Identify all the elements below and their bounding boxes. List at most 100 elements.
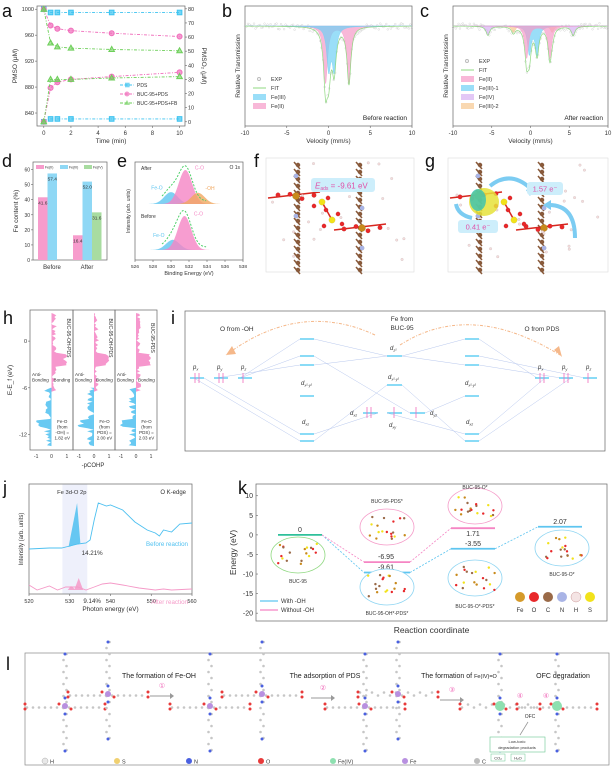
carbon-atom [105, 646, 108, 650]
arrow-head [226, 346, 236, 355]
legend-swatch [36, 165, 44, 169]
carbon-atom [500, 688, 503, 692]
carbon-atom [349, 706, 353, 709]
carbon-atom [62, 658, 65, 662]
sulfur-atom [328, 216, 336, 224]
exp-point [269, 23, 272, 26]
structure-label: BUC-95 [289, 579, 307, 585]
hydrogen-atom [547, 210, 551, 214]
exp-point [516, 32, 519, 35]
exp-point [493, 28, 496, 31]
bar-data-label: 52.0 [83, 185, 93, 191]
hydrogen-atom [312, 237, 316, 241]
exp-point [358, 31, 361, 34]
fe4-center [552, 701, 562, 711]
antibonding-label: Anti- [75, 372, 85, 377]
oxygen-atom [341, 226, 347, 232]
exp-point [465, 26, 469, 30]
structure-atom [564, 544, 567, 548]
nitrogen-atom [260, 640, 264, 644]
peak-label: -OH [205, 186, 215, 192]
hydrogen-atom [386, 226, 390, 230]
structure-atom [385, 589, 389, 592]
center-title-1: Fe from [391, 316, 413, 323]
before-percent: 14.21% [82, 550, 103, 557]
structure-atom [474, 570, 477, 574]
carbon-atom [259, 718, 262, 722]
carbon-atom [517, 706, 521, 709]
oxygen-atom [69, 707, 73, 711]
carbon-atom [365, 724, 368, 728]
structure-atom [487, 566, 491, 569]
hydrogen-atom [567, 244, 571, 248]
exp-point [580, 23, 583, 26]
products-title-1: Low-toxic [509, 739, 526, 744]
step-number: ① [159, 682, 165, 690]
carbon-atom [497, 694, 500, 698]
y-tick-label: 840 [25, 111, 34, 117]
carbon-atom [105, 670, 108, 674]
d-subscript: yz [432, 414, 437, 418]
exp-point [478, 28, 481, 31]
x-axis-label: Velocity (mm/s) [306, 138, 350, 145]
carbon-atom [477, 162, 483, 168]
exp-point [407, 27, 410, 30]
electron-transfer-arrow [399, 324, 561, 356]
y-tick-label: 0 [249, 532, 253, 539]
panel-label-i: i [171, 308, 175, 328]
hydrogen-atom [567, 247, 571, 251]
hydrogen-atom [377, 162, 381, 166]
atom-legend-label: O [532, 608, 537, 614]
y-tick-label: 50 [24, 183, 30, 189]
panel-title: O 1s [229, 165, 240, 171]
structure-atom [491, 513, 495, 517]
structure-atom [315, 542, 318, 546]
structure-atom [398, 517, 402, 520]
bar-data-label: 57.4 [48, 176, 58, 182]
degradation-arrow [519, 721, 529, 736]
carbon-atom [140, 694, 144, 697]
legend-label: Fe(III)-1 [479, 86, 499, 92]
p-orbital-label: pz [585, 365, 591, 372]
carbon-atom [295, 267, 301, 273]
x-tick-label: 526 [131, 264, 139, 270]
oxygen-atom [505, 207, 511, 213]
exp-point [338, 37, 341, 41]
carbon-atom [532, 706, 536, 709]
cohp-annotation: Fe-O [99, 419, 110, 424]
energy-value-label: -3.55 [465, 541, 481, 548]
data-point [68, 116, 74, 122]
x-tick-label: -1 [119, 454, 124, 460]
exp-point [470, 26, 473, 29]
structure-atom [305, 546, 309, 549]
panel-g-structure: 1.57 e⁻ 0.41 e⁻ [447, 157, 609, 275]
d-symbol: d [465, 381, 469, 387]
panel-label-b: b [222, 1, 232, 21]
legend-label: Fe(IV) [479, 95, 494, 101]
data-point [108, 30, 115, 37]
x-tick-label: 0 [93, 454, 96, 460]
carbon-atom [388, 694, 392, 697]
carbon-atom [385, 706, 389, 709]
carbon-atom [554, 670, 557, 674]
hydrogen-atom [312, 162, 315, 166]
step-number: ④ [517, 692, 523, 700]
nitrogen-atom [260, 684, 264, 688]
structure-atom [403, 534, 406, 537]
d-subscript: xz [304, 423, 309, 427]
hydrogen-atom [467, 243, 471, 247]
exp-point [507, 30, 510, 33]
bonding-area [51, 313, 68, 396]
nitrogen-atom [498, 652, 502, 656]
hydrogen-atom [318, 228, 322, 231]
iron-atom [540, 224, 548, 232]
structure-atom [391, 531, 395, 534]
peak-C-O [135, 216, 243, 250]
component-Fe(III) [244, 25, 413, 75]
nitrogen-atom [208, 712, 212, 716]
after-percent: 9.14% [83, 598, 101, 605]
product-box [490, 753, 506, 762]
nitrogen-atom [498, 696, 502, 700]
data-point [40, 5, 48, 12]
antibonding-area [36, 387, 52, 447]
